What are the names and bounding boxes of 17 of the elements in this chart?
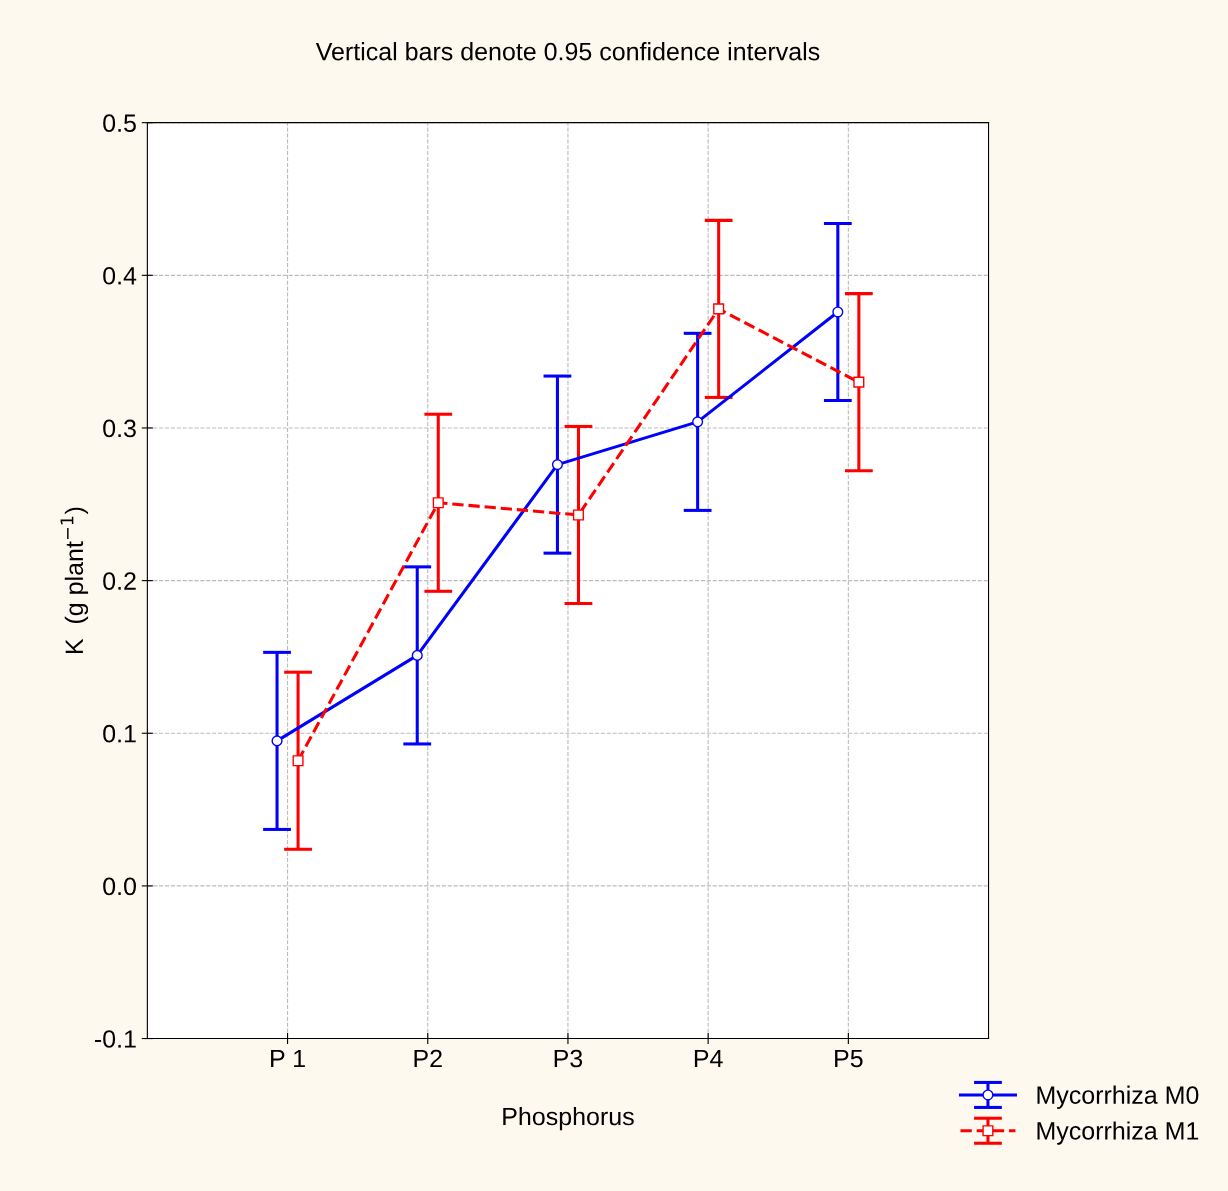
x-tick-label: P 1 — [271, 1049, 305, 1068]
chart-title: Vertical bars denote 0.95 confidence intervals — [315, 42, 820, 61]
x-tick-label: P2 — [414, 1049, 442, 1068]
legend-label: Mycorrhiza M0 — [1037, 1085, 1199, 1109]
x-axis-title: Phosphorus — [503, 1107, 634, 1131]
x-tick-label: P4 — [694, 1049, 723, 1068]
x-tick-label: P5 — [835, 1049, 863, 1068]
y-tick-label: 0.2 — [103, 572, 136, 590]
y-axis-title: K (g plant$^{−1}$) — [60, 507, 89, 654]
legend-label: Mycorrhiza M1 — [1037, 1121, 1199, 1145]
y-tick-label: 0.4 — [103, 266, 137, 285]
y-tick-label: 0.0 — [103, 877, 136, 896]
y-tick-label: 0.1 — [103, 724, 136, 743]
y-tick-label: 0.5 — [103, 114, 136, 132]
y-tick-label: 0.3 — [103, 419, 136, 438]
y-tick-label: -0.1 — [94, 1030, 136, 1048]
x-tick-label: P3 — [554, 1049, 583, 1068]
